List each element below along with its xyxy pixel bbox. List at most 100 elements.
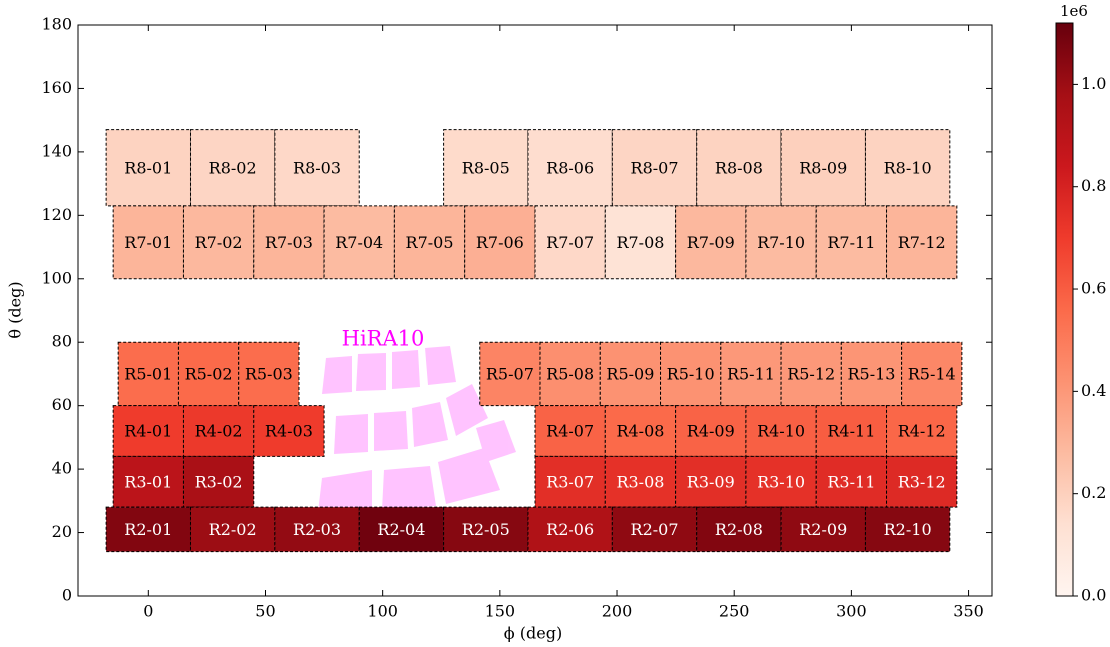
module-label: R2-03 — [293, 520, 341, 539]
module — [696, 129, 782, 207]
module-label: R3-08 — [616, 472, 664, 491]
module — [105, 129, 191, 207]
colorbar-tick-label: 0.2 — [1081, 483, 1106, 502]
x-axis-label: ϕ (deg) — [504, 624, 562, 643]
module-label: R5-01 — [124, 364, 172, 383]
y-tick-label: 80 — [52, 332, 72, 351]
module-label: R4-02 — [195, 422, 243, 441]
module-label: R7-01 — [124, 233, 172, 252]
module — [189, 129, 276, 207]
x-tick-label: 200 — [602, 602, 633, 621]
module-label: R8-02 — [209, 158, 257, 177]
module-label: R3-09 — [687, 472, 735, 491]
module-label: R4-12 — [898, 422, 946, 441]
module — [274, 129, 360, 207]
module — [534, 405, 606, 457]
y-tick-label: 100 — [41, 268, 72, 287]
module-label: R3-07 — [546, 472, 594, 491]
y-tick-label: 120 — [41, 205, 72, 224]
module — [780, 129, 866, 207]
module-label: R4-01 — [124, 422, 172, 441]
module — [815, 455, 888, 508]
colorbar-tick-label: 1.0 — [1081, 74, 1106, 93]
x-tick-label: 150 — [485, 602, 516, 621]
module-label: R8-01 — [124, 158, 172, 177]
x-tick-label: 50 — [255, 602, 275, 621]
y-tick-label: 60 — [52, 395, 72, 414]
module — [112, 455, 184, 508]
module-label: R7-05 — [406, 233, 454, 252]
module — [105, 506, 191, 553]
module — [886, 455, 958, 508]
module-label: R7-08 — [616, 233, 664, 252]
module — [815, 405, 888, 457]
module-label: R4-03 — [265, 422, 313, 441]
x-tick-label: 100 — [367, 602, 398, 621]
module-label: R5-13 — [847, 364, 895, 383]
module-label: R5-07 — [486, 364, 534, 383]
module — [886, 205, 958, 280]
colorbar — [1055, 22, 1074, 597]
module-label: R8-03 — [293, 158, 341, 177]
module — [393, 205, 466, 280]
colorbar-tick-label: 0.4 — [1081, 381, 1106, 400]
y-tick-label: 140 — [41, 141, 72, 160]
module-label: R5-03 — [245, 364, 293, 383]
module — [604, 405, 677, 457]
module-label: R3-02 — [195, 472, 243, 491]
module — [675, 455, 747, 508]
module — [112, 405, 184, 457]
module-label: R7-12 — [898, 233, 946, 252]
module — [611, 129, 698, 207]
module — [599, 341, 662, 407]
module-label: R7-09 — [687, 233, 735, 252]
module-label: R8-07 — [631, 158, 679, 177]
module-label: R3-11 — [827, 472, 875, 491]
module-label: R7-11 — [827, 233, 875, 252]
y-axis-label: θ (deg) — [6, 281, 25, 338]
module — [864, 129, 951, 207]
module — [864, 506, 951, 553]
module — [901, 341, 963, 407]
module-label: R7-04 — [335, 233, 383, 252]
module-label: R4-07 — [546, 422, 594, 441]
module — [745, 455, 817, 508]
module — [117, 341, 179, 407]
module-label: R3-12 — [898, 472, 946, 491]
module — [745, 205, 817, 280]
colorbar-offset: 1e6 — [1060, 2, 1088, 20]
module — [780, 506, 866, 553]
module-label: R5-14 — [908, 364, 956, 383]
x-tick-label: 300 — [836, 602, 867, 621]
module — [253, 205, 325, 280]
module-label: R4-11 — [827, 422, 875, 441]
module — [815, 205, 888, 280]
module — [323, 205, 395, 280]
module-label: R8-05 — [462, 158, 510, 177]
module-label: R4-08 — [616, 422, 664, 441]
y-tick-label: 0 — [62, 586, 72, 605]
module-label: R8-09 — [799, 158, 847, 177]
module — [886, 405, 958, 457]
module — [479, 341, 541, 407]
hira-telescopes — [318, 346, 516, 512]
module-label: R5-09 — [606, 364, 654, 383]
x-tick-label: 0 — [143, 602, 153, 621]
module-label: R5-02 — [185, 364, 233, 383]
module-label: R2-05 — [462, 520, 510, 539]
module — [534, 205, 606, 280]
y-tick-label: 180 — [41, 15, 72, 34]
module — [675, 405, 747, 457]
module — [720, 341, 782, 407]
module-label: R8-06 — [546, 158, 594, 177]
module-label: R5-08 — [546, 364, 594, 383]
module-label: R4-09 — [687, 422, 735, 441]
plot-frame — [77, 24, 993, 597]
module-label: R4-10 — [757, 422, 805, 441]
module — [112, 205, 184, 280]
module-label: R7-07 — [546, 233, 594, 252]
y-tick-label: 20 — [52, 522, 72, 541]
module — [274, 506, 360, 553]
module-label: R8-10 — [884, 158, 932, 177]
